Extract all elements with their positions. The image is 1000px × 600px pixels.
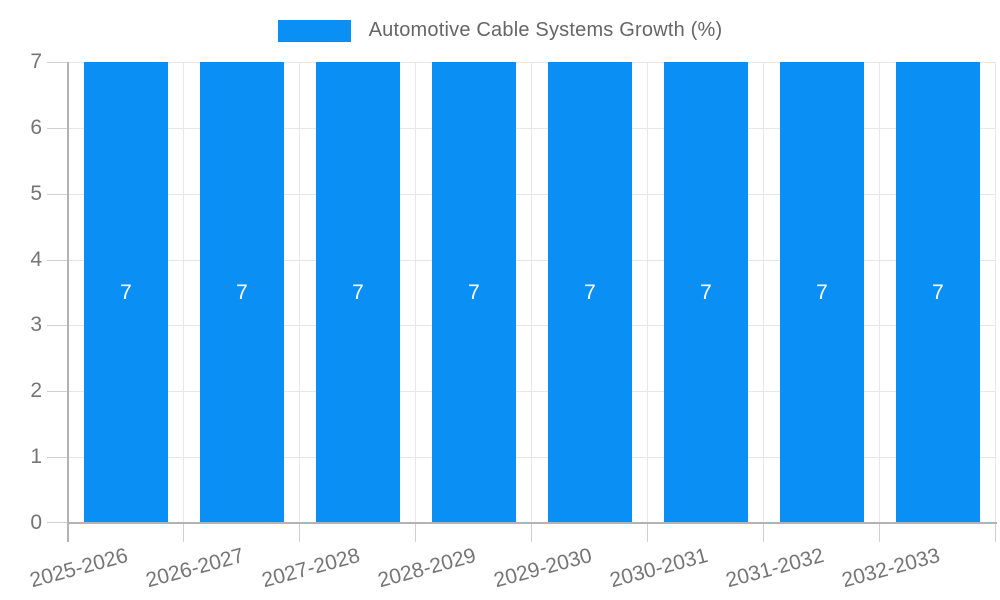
y-tick: [47, 522, 67, 523]
x-axis-label: 2031-2032: [722, 544, 826, 593]
h-gridline: [68, 325, 996, 326]
bar-value-label: 7: [816, 280, 828, 304]
x-tick: [299, 523, 300, 542]
y-axis-line: [67, 62, 69, 542]
v-gridline: [299, 62, 300, 523]
y-axis-label: 0: [30, 511, 42, 534]
x-axis-label: 2028-2029: [374, 544, 478, 593]
bar-value-label: 7: [700, 280, 712, 304]
y-axis-label: 1: [30, 445, 42, 468]
h-gridline: [68, 62, 996, 63]
bar[interactable]: 7: [316, 62, 400, 523]
bar-value-label: 7: [468, 280, 480, 304]
chart-legend: Automotive Cable Systems Growth (%): [0, 19, 1000, 42]
h-gridline: [68, 391, 996, 392]
x-axis-label: 2027-2028: [258, 544, 362, 593]
x-tick: [415, 523, 416, 542]
bar-value-label: 7: [236, 280, 248, 304]
bar-value-label: 7: [584, 280, 596, 304]
x-axis-label: 2030-2031: [606, 544, 710, 593]
y-tick: [47, 325, 67, 326]
bar[interactable]: 7: [84, 62, 168, 523]
v-gridline: [879, 62, 880, 523]
y-tick: [47, 194, 67, 195]
bar[interactable]: 7: [664, 62, 748, 523]
x-tick: [531, 523, 532, 542]
v-gridline: [415, 62, 416, 523]
y-axis-label: 4: [30, 248, 42, 271]
x-axis-label: 2025-2026: [26, 544, 130, 593]
x-tick: [647, 523, 648, 542]
bar[interactable]: 7: [432, 62, 516, 523]
v-gridline: [531, 62, 532, 523]
legend-swatch[interactable]: [277, 19, 351, 42]
y-tick: [47, 62, 67, 63]
x-tick: [183, 523, 184, 542]
y-axis-label: 5: [30, 182, 42, 205]
x-tick: [763, 523, 764, 542]
bar-value-label: 7: [120, 280, 132, 304]
x-axis-label: 2032-2033: [838, 544, 942, 593]
x-axis-label: 2029-2030: [490, 544, 594, 593]
v-gridline: [183, 62, 184, 523]
x-axis-label: 2026-2027: [142, 544, 246, 593]
bar-value-label: 7: [932, 280, 944, 304]
y-tick: [47, 128, 67, 129]
y-tick: [47, 391, 67, 392]
y-tick: [47, 260, 67, 261]
h-gridline: [68, 457, 996, 458]
y-axis-label: 7: [30, 50, 42, 73]
y-tick: [47, 457, 67, 458]
y-axis-label: 3: [30, 313, 42, 336]
legend-label[interactable]: Automotive Cable Systems Growth (%): [368, 19, 723, 41]
v-gridline: [995, 62, 996, 523]
bar[interactable]: 7: [200, 62, 284, 523]
x-tick: [995, 523, 996, 542]
bar-value-label: 7: [352, 280, 364, 304]
h-gridline: [68, 260, 996, 261]
bar[interactable]: 7: [548, 62, 632, 523]
bar[interactable]: 7: [780, 62, 864, 523]
y-axis-label: 2: [30, 379, 42, 402]
h-gridline: [68, 194, 996, 195]
x-tick: [879, 523, 880, 542]
v-gridline: [647, 62, 648, 523]
y-axis-label: 6: [30, 116, 42, 139]
h-gridline: [68, 128, 996, 129]
v-gridline: [763, 62, 764, 523]
x-axis-line: [67, 522, 997, 524]
bar[interactable]: 7: [896, 62, 980, 523]
